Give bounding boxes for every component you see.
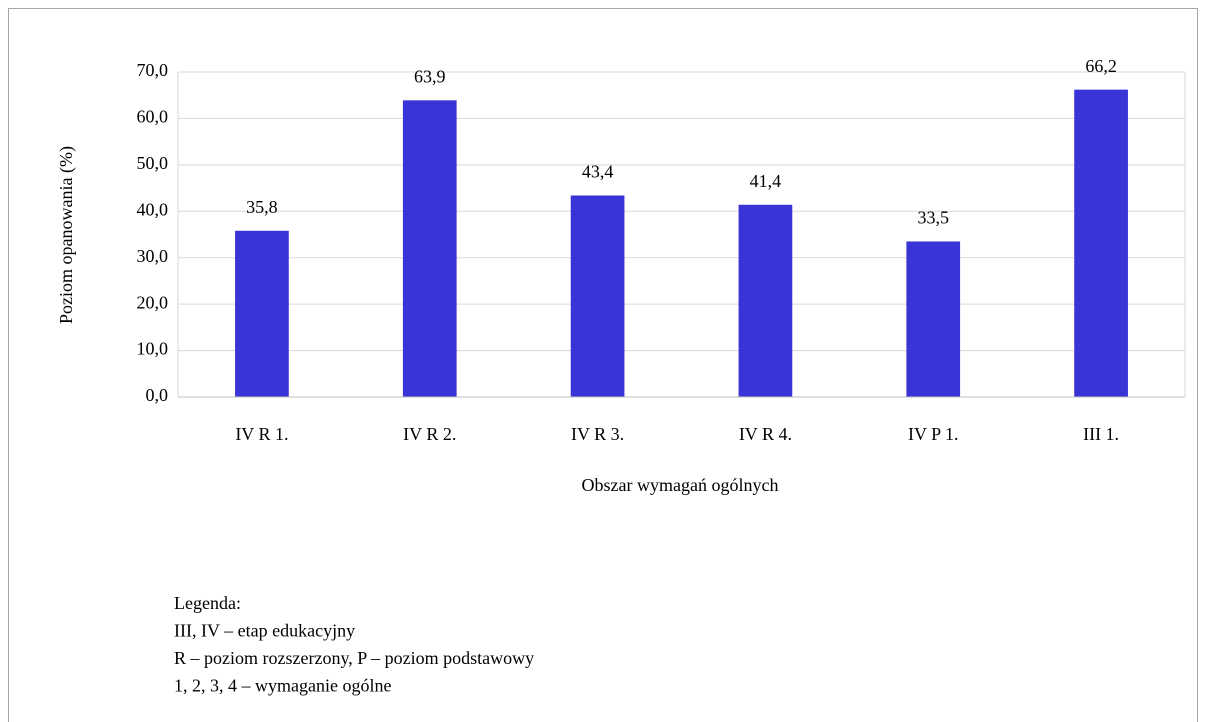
bar bbox=[906, 241, 961, 397]
data-label: 43,4 bbox=[582, 162, 614, 182]
y-tick-label: 0,0 bbox=[146, 385, 169, 405]
data-label: 63,9 bbox=[414, 66, 446, 86]
bar bbox=[738, 204, 793, 397]
data-label: 66,2 bbox=[1085, 56, 1117, 76]
bar bbox=[1074, 89, 1128, 398]
legend-note: Legenda: bbox=[174, 593, 241, 613]
y-tick-label: 20,0 bbox=[137, 292, 169, 312]
x-tick-label: IV R 2. bbox=[403, 424, 456, 444]
data-label: 35,8 bbox=[246, 197, 278, 217]
data-label: 41,4 bbox=[750, 171, 782, 191]
y-tick-label: 10,0 bbox=[137, 339, 169, 359]
x-tick-label: IV P 1. bbox=[908, 424, 959, 444]
y-tick-label: 70,0 bbox=[137, 60, 169, 80]
legend-note: III, IV – etap edukacyjny bbox=[174, 621, 355, 641]
y-tick-label: 50,0 bbox=[137, 153, 169, 173]
x-axis-title: Obszar wymagań ogólnych bbox=[582, 475, 779, 495]
bar bbox=[570, 195, 625, 397]
data-label: 33,5 bbox=[918, 208, 950, 228]
x-tick-label: IV R 1. bbox=[235, 424, 288, 444]
chart-frame bbox=[8, 8, 1198, 722]
legend-note: R – poziom rozszerzony, P – poziom podst… bbox=[174, 648, 534, 668]
legend-note: 1, 2, 3, 4 – wymaganie ogólne bbox=[174, 676, 391, 696]
y-tick-label: 40,0 bbox=[137, 199, 169, 219]
bar bbox=[402, 100, 457, 398]
bar bbox=[235, 230, 289, 397]
y-tick-label: 60,0 bbox=[137, 107, 169, 127]
y-tick-label: 30,0 bbox=[137, 246, 169, 266]
x-tick-label: IV R 3. bbox=[571, 424, 624, 444]
x-tick-label: IV R 4. bbox=[739, 424, 792, 444]
x-tick-label: III 1. bbox=[1083, 424, 1119, 444]
y-axis-title: Poziom opanowania (%) bbox=[56, 146, 77, 324]
